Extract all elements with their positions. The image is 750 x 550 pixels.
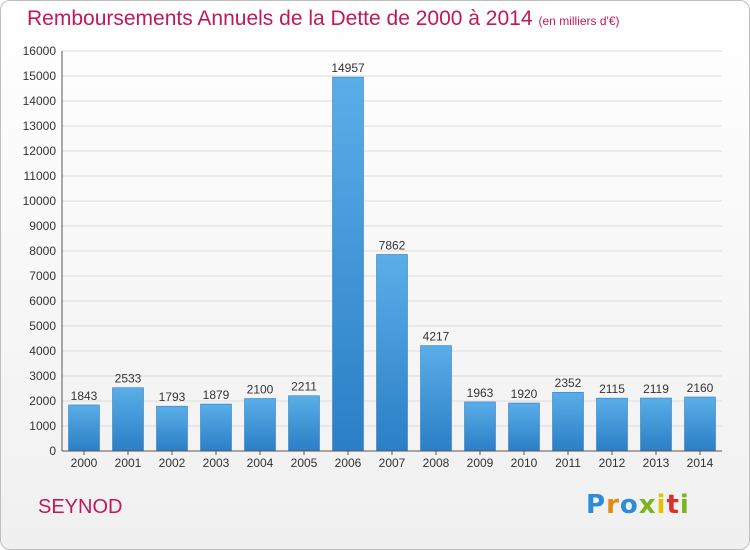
bar-2012 [596,397,628,452]
bar-2014 [684,396,716,452]
x-tick-label-2006: 2006 [335,456,362,470]
bar-2001 [112,387,144,452]
data-label-2010: 1920 [511,387,538,401]
bar-2007 [376,254,408,452]
bar-2013 [640,397,672,452]
data-label-2008: 4217 [423,330,450,344]
bar-2006 [332,76,364,452]
x-tick-label-2009: 2009 [467,456,494,470]
x-tick-label-2003: 2003 [203,456,230,470]
bar-2000 [68,404,100,452]
data-label-2000: 1843 [71,389,98,403]
data-label-2005: 2211 [291,380,317,394]
bar-2011 [552,391,584,452]
bar-2003 [200,403,232,452]
y-tick-label: 13000 [23,119,57,133]
data-label-2003: 1879 [203,388,230,402]
y-tick-label: 2000 [29,394,56,408]
bar-2008 [420,345,452,452]
x-tick-label-2011: 2011 [555,456,581,470]
data-label-2004: 2100 [247,383,274,397]
bar-2009 [464,401,496,452]
data-label-2007: 7862 [379,238,406,252]
x-tick-label-2005: 2005 [291,456,318,470]
y-tick-label: 1000 [29,419,56,433]
data-label-2011: 2352 [555,376,582,390]
y-tick-label: 15000 [23,69,57,83]
bars [68,76,716,452]
y-tick-label: 3000 [29,369,56,383]
data-label-2014: 2160 [687,381,714,395]
y-tick-label: 8000 [29,244,56,258]
data-label-2001: 2533 [115,372,142,386]
y-tick-label: 0 [49,444,56,458]
y-tick-label: 4000 [29,344,56,358]
chart-title-text: Remboursements Annuels de la Dette de 20… [27,7,533,30]
x-tick-label-2007: 2007 [379,456,406,470]
proxiti-logo[interactable]: Proxiti [586,490,690,520]
y-tick-label: 7000 [29,269,56,283]
data-label-2006: 14957 [331,61,365,75]
x-tick-label-2000: 2000 [71,456,98,470]
bar-2010 [508,402,540,452]
bar-2002 [156,405,188,452]
commune-name: SEYNOD [38,496,123,518]
x-tick-label-2013: 2013 [643,456,670,470]
y-tick-label: 6000 [29,294,56,308]
y-axis-ticks: 0 1000 2000 3000 4000 5000 6000 7000 8000 9000 100… [23,44,57,458]
y-tick-label: 16000 [23,44,57,58]
data-label-2002: 1793 [159,390,186,404]
y-tick-label: 11000 [24,169,57,183]
x-tick-label-2012: 2012 [599,456,626,470]
data-labels: 1843 2533 1793 1879 2100 2211 14957 7862 4217 196… [71,61,714,404]
data-label-2009: 1963 [467,386,494,400]
chart-title: Remboursements Annuels de la Dette de 20… [27,7,620,31]
y-tick-label: 10000 [23,194,57,208]
data-label-2013: 2119 [643,382,669,396]
y-tick-label: 14000 [23,94,57,108]
x-tick-label-2008: 2008 [423,456,450,470]
x-tick-label-2002: 2002 [159,456,186,470]
x-tick-label-2001: 2001 [115,456,142,470]
x-tick-label-2004: 2004 [247,456,274,470]
bar-2005 [288,395,320,452]
x-tick-label-2014: 2014 [687,456,714,470]
x-axis-ticks: 2000 2001 2002 2003 2004 2005 2006 2007 2008 2009… [71,451,714,470]
data-label-2012: 2115 [599,382,625,396]
x-tick-label-2010: 2010 [511,456,538,470]
y-tick-label: 12000 [23,144,57,158]
y-tick-label: 5000 [29,319,56,333]
y-tick-label: 9000 [29,219,56,233]
chart-unit: (en milliers d'€) [538,14,620,28]
bar-2004 [244,398,276,452]
